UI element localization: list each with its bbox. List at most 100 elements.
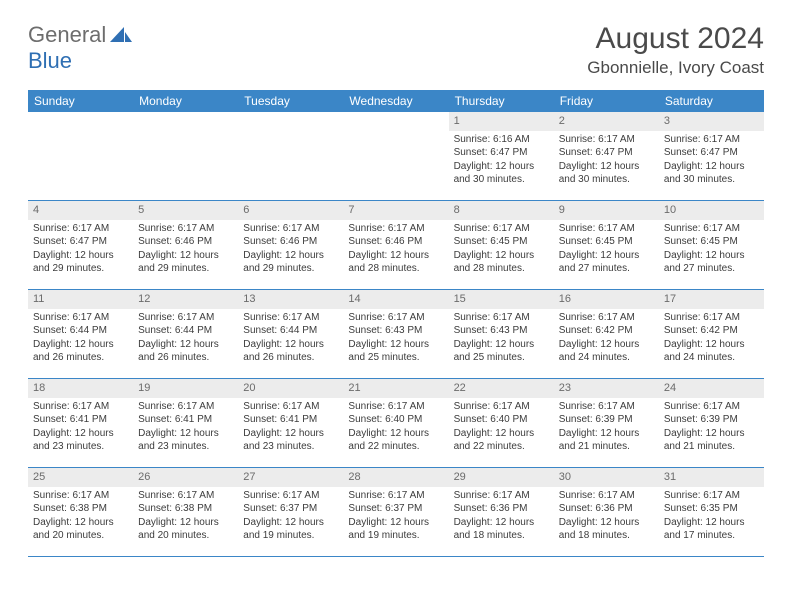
week-row: 1Sunrise: 6:16 AMSunset: 6:47 PMDaylight… [28,112,764,201]
day-detail: Sunrise: 6:16 AMSunset: 6:47 PMDaylight:… [449,131,554,191]
sunset-text: Sunset: 6:46 PM [348,235,443,249]
day-of-week-header: Thursday [449,90,554,112]
day-detail: Sunrise: 6:17 AMSunset: 6:46 PMDaylight:… [133,220,238,280]
day-detail: Sunrise: 6:17 AMSunset: 6:47 PMDaylight:… [28,220,133,280]
daylight-text: Daylight: 12 hours and 30 minutes. [454,160,549,187]
day-of-week-header: Sunday [28,90,133,112]
day-number: 27 [238,468,343,487]
day-number: 31 [659,468,764,487]
sunset-text: Sunset: 6:42 PM [664,324,759,338]
sunset-text: Sunset: 6:44 PM [33,324,128,338]
day-number: 20 [238,379,343,398]
day-cell: 18Sunrise: 6:17 AMSunset: 6:41 PMDayligh… [28,379,133,467]
day-detail: Sunrise: 6:17 AMSunset: 6:36 PMDaylight:… [449,487,554,547]
sunset-text: Sunset: 6:45 PM [559,235,654,249]
sunrise-text: Sunrise: 6:17 AM [664,489,759,503]
day-cell: 8Sunrise: 6:17 AMSunset: 6:45 PMDaylight… [449,201,554,289]
daylight-text: Daylight: 12 hours and 17 minutes. [664,516,759,543]
week-row: 4Sunrise: 6:17 AMSunset: 6:47 PMDaylight… [28,201,764,290]
day-number: 11 [28,290,133,309]
day-number: 1 [449,112,554,131]
day-cell: 19Sunrise: 6:17 AMSunset: 6:41 PMDayligh… [133,379,238,467]
day-number: 7 [343,201,448,220]
day-cell: 20Sunrise: 6:17 AMSunset: 6:41 PMDayligh… [238,379,343,467]
sunset-text: Sunset: 6:35 PM [664,502,759,516]
daylight-text: Daylight: 12 hours and 27 minutes. [559,249,654,276]
sunrise-text: Sunrise: 6:17 AM [348,489,443,503]
day-cell: 24Sunrise: 6:17 AMSunset: 6:39 PMDayligh… [659,379,764,467]
day-number: 15 [449,290,554,309]
daylight-text: Daylight: 12 hours and 21 minutes. [664,427,759,454]
day-cell [133,112,238,200]
day-number: 29 [449,468,554,487]
day-number: 26 [133,468,238,487]
daylight-text: Daylight: 12 hours and 25 minutes. [454,338,549,365]
sunset-text: Sunset: 6:39 PM [559,413,654,427]
sunset-text: Sunset: 6:41 PM [138,413,233,427]
day-cell: 13Sunrise: 6:17 AMSunset: 6:44 PMDayligh… [238,290,343,378]
day-number: 22 [449,379,554,398]
day-cell: 12Sunrise: 6:17 AMSunset: 6:44 PMDayligh… [133,290,238,378]
location-label: Gbonnielle, Ivory Coast [587,58,764,78]
calendar-page: General Blue August 2024 Gbonnielle, Ivo… [0,0,792,567]
day-detail: Sunrise: 6:17 AMSunset: 6:41 PMDaylight:… [133,398,238,458]
sunset-text: Sunset: 6:38 PM [138,502,233,516]
day-detail: Sunrise: 6:17 AMSunset: 6:38 PMDaylight:… [28,487,133,547]
day-cell: 3Sunrise: 6:17 AMSunset: 6:47 PMDaylight… [659,112,764,200]
sunset-text: Sunset: 6:45 PM [664,235,759,249]
sunset-text: Sunset: 6:41 PM [33,413,128,427]
day-cell: 23Sunrise: 6:17 AMSunset: 6:39 PMDayligh… [554,379,659,467]
day-detail: Sunrise: 6:17 AMSunset: 6:37 PMDaylight:… [238,487,343,547]
day-detail: Sunrise: 6:17 AMSunset: 6:43 PMDaylight:… [449,309,554,369]
sunrise-text: Sunrise: 6:17 AM [243,222,338,236]
day-of-week-header-row: SundayMondayTuesdayWednesdayThursdayFrid… [28,90,764,112]
day-cell: 10Sunrise: 6:17 AMSunset: 6:45 PMDayligh… [659,201,764,289]
day-number: 2 [554,112,659,131]
sunrise-text: Sunrise: 6:17 AM [243,489,338,503]
sunset-text: Sunset: 6:47 PM [33,235,128,249]
day-detail: Sunrise: 6:17 AMSunset: 6:44 PMDaylight:… [133,309,238,369]
sunrise-text: Sunrise: 6:17 AM [559,489,654,503]
daylight-text: Daylight: 12 hours and 23 minutes. [33,427,128,454]
sunrise-text: Sunrise: 6:17 AM [454,311,549,325]
day-number: 8 [449,201,554,220]
sunset-text: Sunset: 6:39 PM [664,413,759,427]
daylight-text: Daylight: 12 hours and 29 minutes. [138,249,233,276]
day-cell: 15Sunrise: 6:17 AMSunset: 6:43 PMDayligh… [449,290,554,378]
day-detail: Sunrise: 6:17 AMSunset: 6:46 PMDaylight:… [343,220,448,280]
daylight-text: Daylight: 12 hours and 26 minutes. [243,338,338,365]
day-cell: 17Sunrise: 6:17 AMSunset: 6:42 PMDayligh… [659,290,764,378]
daylight-text: Daylight: 12 hours and 25 minutes. [348,338,443,365]
sunrise-text: Sunrise: 6:17 AM [454,400,549,414]
day-detail: Sunrise: 6:17 AMSunset: 6:45 PMDaylight:… [554,220,659,280]
sunset-text: Sunset: 6:40 PM [348,413,443,427]
day-number: 30 [554,468,659,487]
day-of-week-header: Wednesday [343,90,448,112]
day-cell: 9Sunrise: 6:17 AMSunset: 6:45 PMDaylight… [554,201,659,289]
day-number: 14 [343,290,448,309]
day-detail: Sunrise: 6:17 AMSunset: 6:35 PMDaylight:… [659,487,764,547]
sunrise-text: Sunrise: 6:17 AM [559,133,654,147]
day-cell: 21Sunrise: 6:17 AMSunset: 6:40 PMDayligh… [343,379,448,467]
sunset-text: Sunset: 6:46 PM [243,235,338,249]
day-of-week-header: Monday [133,90,238,112]
day-detail: Sunrise: 6:17 AMSunset: 6:41 PMDaylight:… [28,398,133,458]
day-cell: 29Sunrise: 6:17 AMSunset: 6:36 PMDayligh… [449,468,554,556]
day-detail: Sunrise: 6:17 AMSunset: 6:44 PMDaylight:… [28,309,133,369]
sunrise-text: Sunrise: 6:17 AM [664,400,759,414]
sunset-text: Sunset: 6:40 PM [454,413,549,427]
sunrise-text: Sunrise: 6:17 AM [243,311,338,325]
day-number: 17 [659,290,764,309]
daylight-text: Daylight: 12 hours and 28 minutes. [454,249,549,276]
daylight-text: Daylight: 12 hours and 20 minutes. [33,516,128,543]
daylight-text: Daylight: 12 hours and 29 minutes. [243,249,338,276]
day-number: 25 [28,468,133,487]
week-row: 11Sunrise: 6:17 AMSunset: 6:44 PMDayligh… [28,290,764,379]
day-cell [343,112,448,200]
day-cell: 30Sunrise: 6:17 AMSunset: 6:36 PMDayligh… [554,468,659,556]
day-of-week-header: Friday [554,90,659,112]
day-cell: 1Sunrise: 6:16 AMSunset: 6:47 PMDaylight… [449,112,554,200]
day-detail: Sunrise: 6:17 AMSunset: 6:36 PMDaylight:… [554,487,659,547]
day-detail: Sunrise: 6:17 AMSunset: 6:44 PMDaylight:… [238,309,343,369]
daylight-text: Daylight: 12 hours and 24 minutes. [664,338,759,365]
